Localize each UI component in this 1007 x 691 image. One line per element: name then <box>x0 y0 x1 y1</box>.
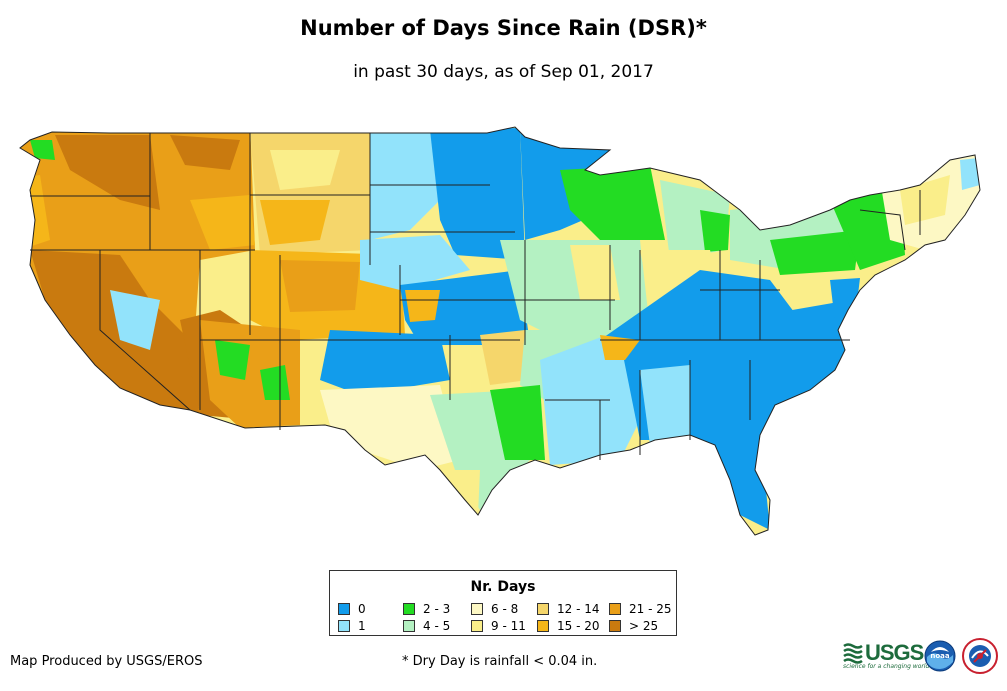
legend-swatch <box>338 603 350 615</box>
legend-label: 9 - 11 <box>491 619 526 633</box>
legend-label: 6 - 8 <box>491 602 519 616</box>
legend-item-0: 0 <box>338 602 366 616</box>
legend-label: 4 - 5 <box>423 619 451 633</box>
legend-swatch <box>609 603 621 615</box>
legend: Nr. Days 0 1 2 - 3 4 - 5 6 - 8 9 - 11 12… <box>329 570 677 636</box>
legend-item-7: 15 - 20 <box>537 619 600 633</box>
producer-credit: Map Produced by USGS/EROS <box>10 654 203 669</box>
dsr-regions <box>20 127 980 535</box>
usgs-logo: USGS science for a changing world <box>843 640 929 672</box>
legend-title: Nr. Days <box>470 579 536 595</box>
legend-item-2: 2 - 3 <box>403 602 450 616</box>
legend-item-4: 6 - 8 <box>471 602 518 616</box>
noaa-emblem-icon: noaa <box>924 640 956 672</box>
noaa-logo: noaa <box>924 640 956 672</box>
legend-label: 15 - 20 <box>557 619 600 633</box>
legend-swatch <box>471 603 483 615</box>
legend-item-3: 4 - 5 <box>403 619 450 633</box>
legend-swatch <box>403 620 415 632</box>
legend-item-9: > 25 <box>609 619 658 633</box>
legend-item-8: 21 - 25 <box>609 602 672 616</box>
legend-label: 1 <box>358 619 366 633</box>
usgs-wordmark: USGS <box>865 640 924 665</box>
legend-swatch <box>609 620 621 632</box>
map-title: Number of Days Since Rain (DSR)* <box>300 16 707 40</box>
legend-item-1: 1 <box>338 619 366 633</box>
usgs-tagline: science for a changing world <box>843 663 930 670</box>
nws-emblem-icon <box>962 638 998 674</box>
legend-swatch <box>537 620 549 632</box>
legend-label: 0 <box>358 602 366 616</box>
legend-swatch <box>537 603 549 615</box>
legend-swatch <box>471 620 483 632</box>
legend-item-5: 9 - 11 <box>471 619 526 633</box>
legend-label: 21 - 25 <box>629 602 672 616</box>
legend-label: 12 - 14 <box>557 602 600 616</box>
legend-item-6: 12 - 14 <box>537 602 600 616</box>
nws-logo <box>962 638 998 674</box>
map-subtitle: in past 30 days, as of Sep 01, 2017 <box>353 62 654 82</box>
legend-label: > 25 <box>629 619 659 633</box>
noaa-label: noaa <box>930 652 950 660</box>
dry-day-note: * Dry Day is rainfall < 0.04 in. <box>402 654 598 669</box>
legend-swatch <box>403 603 415 615</box>
legend-label: 2 - 3 <box>423 602 451 616</box>
state-borders <box>19 126 981 536</box>
usgs-wave-icon <box>843 643 863 664</box>
legend-swatch <box>338 620 350 632</box>
